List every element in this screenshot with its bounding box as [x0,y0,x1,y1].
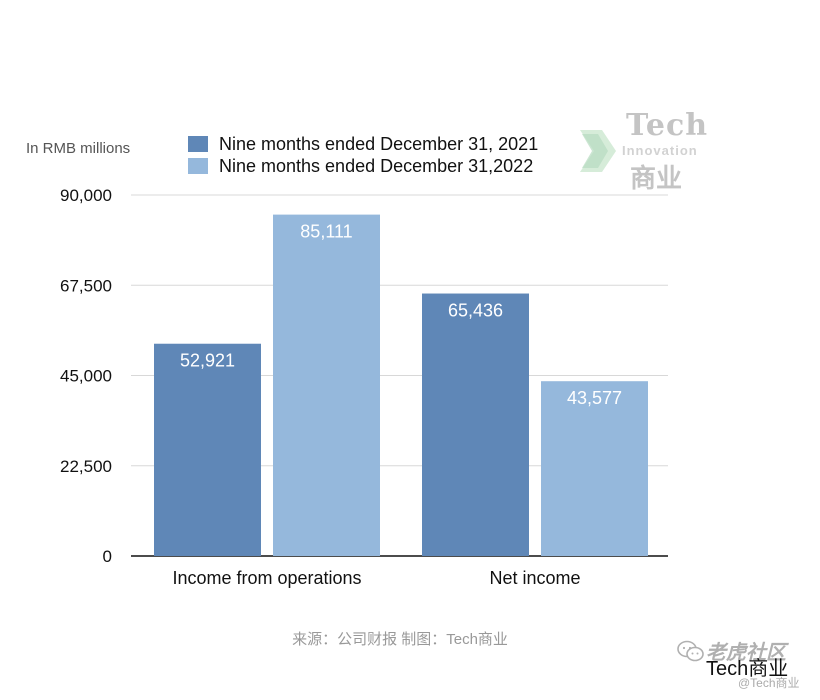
bars [154,214,648,556]
legend: Nine months ended December 31, 2021 Nine… [188,133,538,177]
brand-innovation-text: Innovation [622,143,698,158]
bar-data-labels: 52,921 85,111 65,436 43,577 [180,222,622,409]
bar [154,343,261,556]
bar [541,381,648,556]
y-tick-label: 90,000 [60,186,112,205]
y-tick-label: 22,500 [60,457,112,476]
x-tick-label: Net income [489,568,580,588]
brand-tech-text: Tech [626,108,709,143]
legend-label-2022: Nine months ended December 31,2022 [219,155,534,176]
source-note: 来源：公司财报 制图：Tech商业 [292,631,508,648]
unit-label: In RMB millions [26,140,131,157]
x-axis-ticks: Income from operations Net income [172,568,580,588]
y-tick-label: 67,500 [60,276,112,295]
bar [422,293,529,556]
bar-data-label: 85,111 [300,222,352,242]
watermark-line1: 老虎社区 [676,636,786,665]
bar [273,214,380,556]
brand-logo: Tech Innovation 商业 [576,108,716,193]
brand-arrow-icon [580,130,616,172]
bar-data-label: 43,577 [567,388,622,408]
bar-data-label: 52,921 [180,351,235,371]
watermark-line2: Tech商业 [706,658,789,680]
x-tick-label: Income from operations [172,568,361,588]
y-axis-ticks: 0 22,500 45,000 67,500 90,000 [60,186,112,566]
legend-item-2021: Nine months ended December 31, 2021 [188,133,538,155]
watermark-line3: @Tech商业 [738,676,800,690]
wechat-icon [677,640,704,661]
brand-cn-text: 商业 [630,163,683,193]
legend-item-2022: Nine months ended December 31,2022 [188,155,538,177]
legend-label-2021: Nine months ended December 31, 2021 [219,133,539,154]
legend-swatch-2022 [188,158,208,174]
legend-swatch-2021 [188,136,208,152]
bar-data-label: 65,436 [448,301,503,321]
y-tick-label: 0 [103,547,112,566]
y-tick-label: 45,000 [60,367,112,386]
watermark-text1: 老虎社区 [706,642,786,664]
